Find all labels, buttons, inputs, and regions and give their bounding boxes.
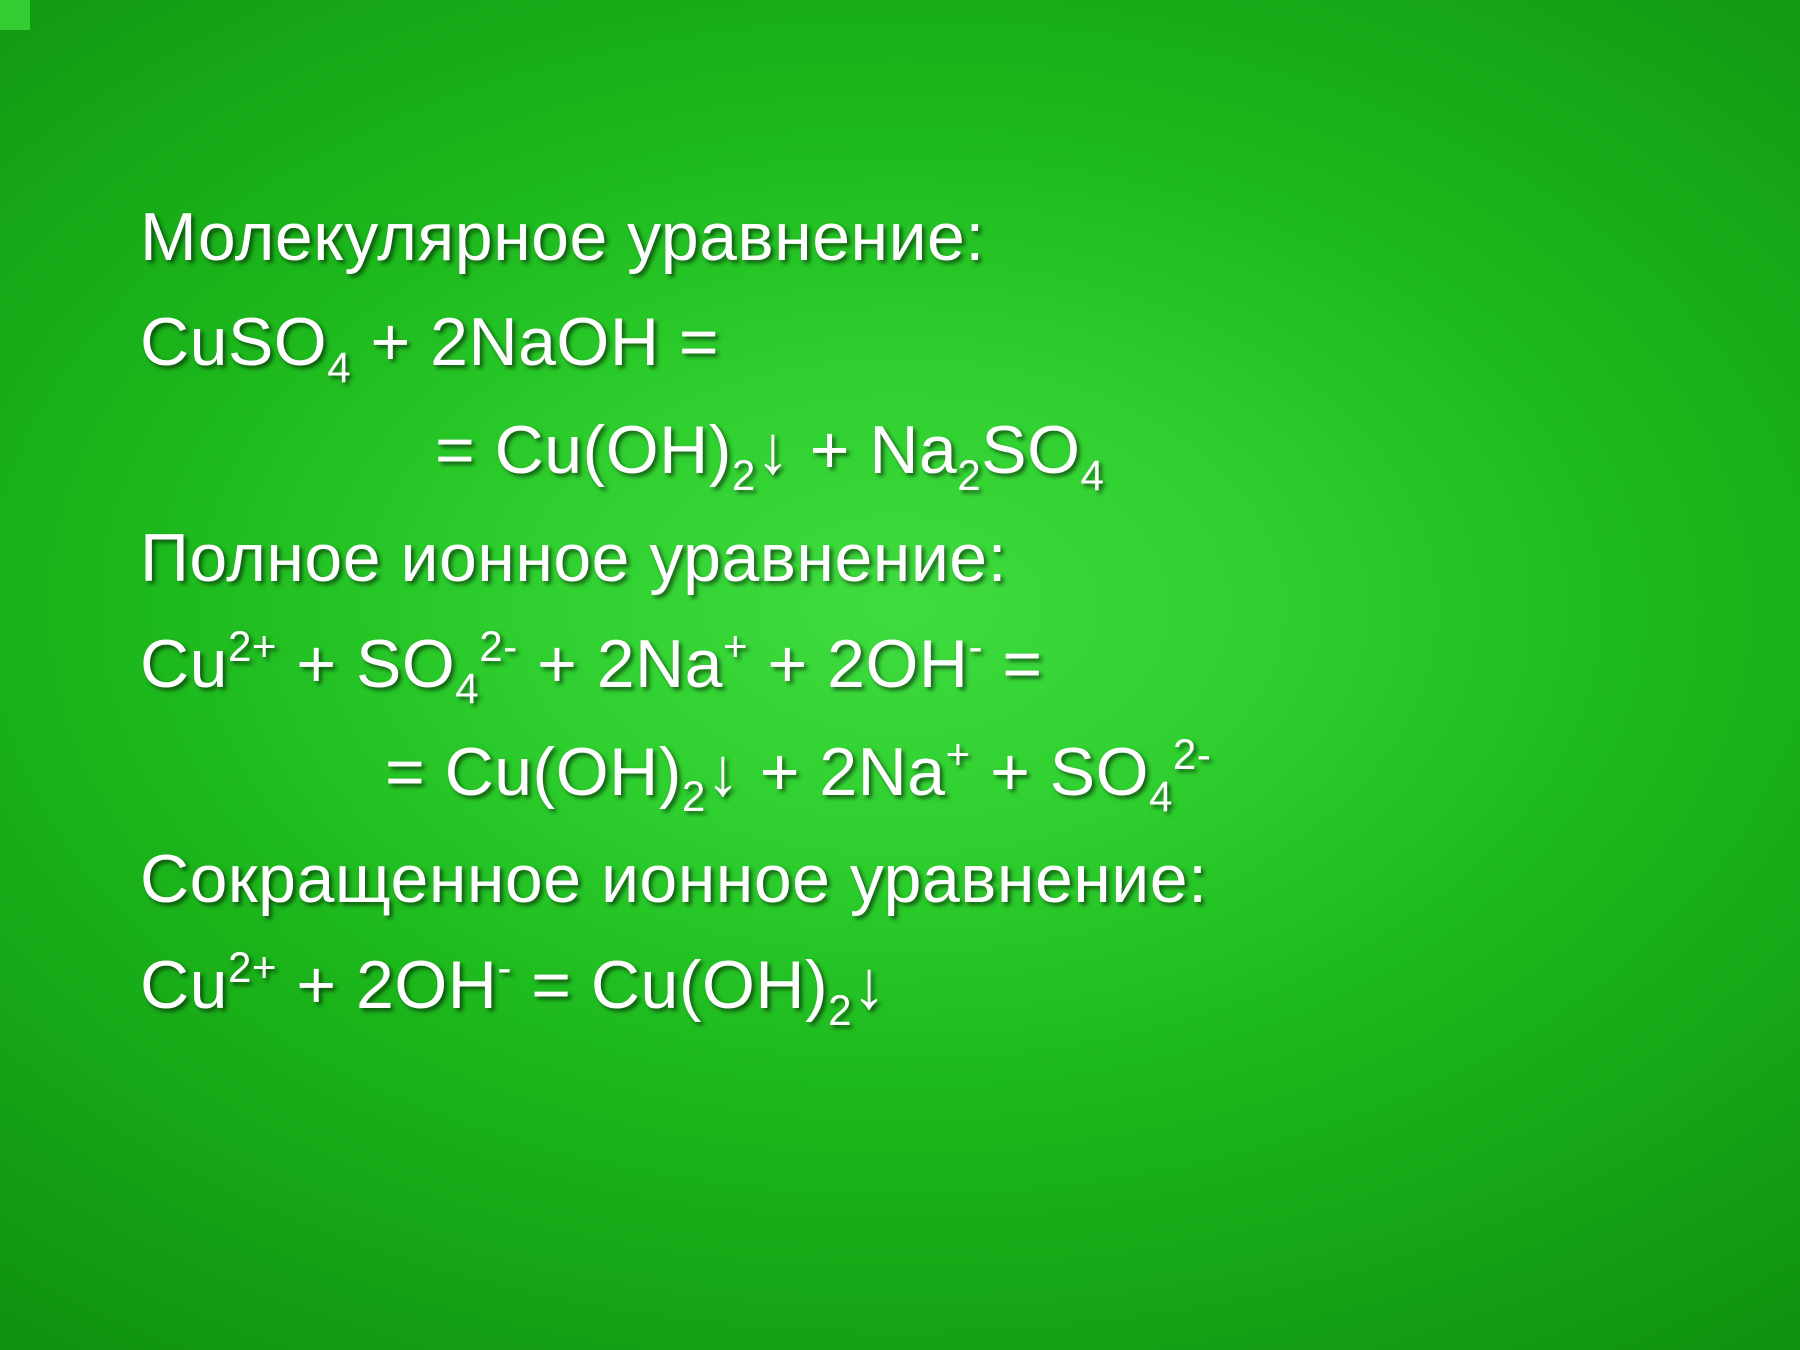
t: Cu xyxy=(495,412,583,488)
eq-net-ionic: Cu2+ + 2OH- = Cu(OH)2↓ xyxy=(100,933,1700,1041)
t: ( xyxy=(533,734,556,810)
t: = xyxy=(435,412,495,488)
heading-net-ionic: Сокращенное ионное уравнение: xyxy=(100,827,1700,932)
t: ) xyxy=(709,412,732,488)
t: = xyxy=(385,734,445,810)
t: O xyxy=(1096,734,1149,810)
eq-full-ionic-rhs: = Cu(OH)2↓ + 2Na+ + SO42- xyxy=(100,720,1700,828)
t: OH xyxy=(865,626,968,702)
t: = xyxy=(659,304,719,380)
t: + xyxy=(790,412,869,488)
t: ) xyxy=(659,734,682,810)
sub: 4 xyxy=(1149,773,1173,820)
t: 2 xyxy=(597,626,635,702)
sub: 2 xyxy=(957,452,981,499)
down-arrow-icon: ↓ xyxy=(756,412,791,488)
t: Cu xyxy=(445,734,533,810)
sub: 2 xyxy=(682,773,706,820)
t: Na xyxy=(869,412,957,488)
t: Cu xyxy=(591,947,679,1023)
t: 2 xyxy=(819,734,857,810)
sup: 2+ xyxy=(228,944,277,991)
t: + xyxy=(740,734,819,810)
t: + xyxy=(351,304,430,380)
t: 2 xyxy=(430,304,468,380)
heading-molecular: Молекулярное уравнение: xyxy=(100,185,1700,290)
sup: - xyxy=(497,944,512,991)
eq-molecular-rhs: = Cu(OH)2↓ + Na2SO4 xyxy=(100,398,1700,506)
t: S xyxy=(356,626,402,702)
sub: 4 xyxy=(327,344,351,391)
t: Cu xyxy=(140,626,228,702)
eq-molecular-lhs: CuSO4 + 2NaOH = xyxy=(100,290,1700,398)
t: S xyxy=(1050,734,1096,810)
t: ( xyxy=(679,947,702,1023)
t: O xyxy=(556,304,609,380)
sub: 4 xyxy=(1080,452,1104,499)
t: + xyxy=(277,947,356,1023)
t: 2 xyxy=(827,626,865,702)
t: 2 xyxy=(356,947,394,1023)
t: OH xyxy=(702,947,805,1023)
t: + xyxy=(518,626,597,702)
t: Cu xyxy=(140,304,228,380)
sup: 2- xyxy=(1173,731,1211,778)
t: + xyxy=(748,626,827,702)
sup: - xyxy=(968,623,983,670)
t: O xyxy=(274,304,327,380)
t: = xyxy=(512,947,591,1023)
sub: 2 xyxy=(828,987,852,1034)
t: = xyxy=(983,626,1043,702)
t: Na xyxy=(468,304,556,380)
t: ) xyxy=(805,947,828,1023)
t: Na xyxy=(858,734,946,810)
sup: 2+ xyxy=(228,623,277,670)
t: OH xyxy=(394,947,497,1023)
sup: + xyxy=(946,731,971,778)
slide-content: Молекулярное уравнение: CuSO4 + 2NaOH = … xyxy=(100,185,1700,1041)
sub: 4 xyxy=(455,665,479,712)
t: O xyxy=(402,626,455,702)
t: OH xyxy=(556,734,659,810)
t: O xyxy=(1027,412,1080,488)
eq-full-ionic-lhs: Cu2+ + SO42- + 2Na+ + 2OH- = xyxy=(100,612,1700,720)
sub: 2 xyxy=(732,452,756,499)
t: Cu xyxy=(140,947,228,1023)
sup: 2- xyxy=(479,623,517,670)
sup: + xyxy=(723,623,748,670)
down-arrow-icon: ↓ xyxy=(706,734,741,810)
t: S xyxy=(228,304,274,380)
t: + xyxy=(277,626,356,702)
t: S xyxy=(981,412,1027,488)
t: Na xyxy=(635,626,723,702)
t: H xyxy=(610,304,660,380)
t: + xyxy=(971,734,1050,810)
heading-full-ionic: Полное ионное уравнение: xyxy=(100,506,1700,611)
down-arrow-icon: ↓ xyxy=(852,947,887,1023)
t: ( xyxy=(583,412,606,488)
accent-square xyxy=(0,0,30,30)
t: OH xyxy=(606,412,709,488)
